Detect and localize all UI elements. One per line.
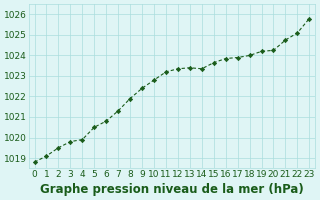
X-axis label: Graphe pression niveau de la mer (hPa): Graphe pression niveau de la mer (hPa)	[40, 183, 304, 196]
